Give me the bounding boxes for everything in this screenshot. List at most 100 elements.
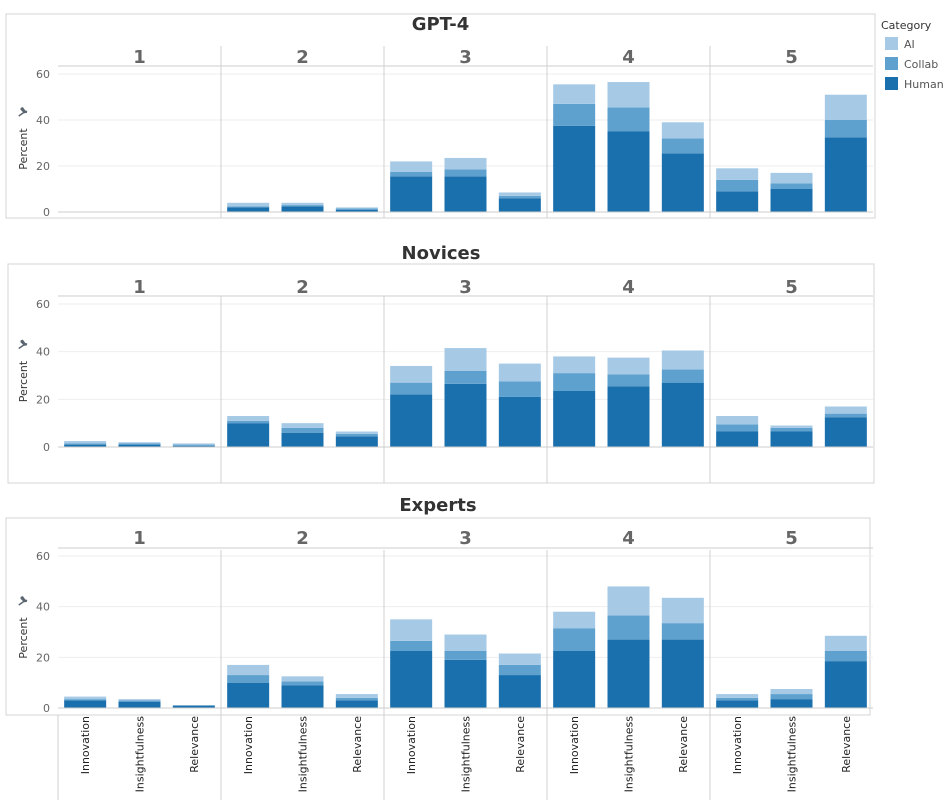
bar-human-insightfulness[interactable] [770, 189, 813, 212]
bar-collab-innovation[interactable] [227, 420, 270, 424]
bar-collab-insightfulness[interactable] [444, 169, 487, 177]
bar-collab-insightfulness[interactable] [770, 427, 813, 432]
bar-collab-relevance[interactable] [172, 444, 215, 446]
bar-human-relevance[interactable] [498, 198, 541, 212]
bar-human-relevance[interactable] [661, 153, 704, 212]
bar-human-relevance[interactable] [335, 436, 378, 447]
bar-ai-insightfulness[interactable] [607, 82, 650, 108]
pin-icon[interactable] [18, 596, 28, 607]
bar-collab-insightfulness[interactable] [607, 107, 650, 132]
bar-collab-relevance[interactable] [824, 120, 867, 138]
bar-collab-relevance[interactable] [498, 664, 541, 676]
bar-ai-insightfulness[interactable] [444, 634, 487, 651]
bar-collab-innovation[interactable] [227, 206, 270, 208]
bar-ai-insightfulness[interactable] [770, 425, 813, 428]
bar-human-insightfulness[interactable] [444, 383, 487, 447]
bar-human-innovation[interactable] [553, 651, 596, 708]
bar-ai-relevance[interactable] [824, 406, 867, 414]
bar-collab-insightfulness[interactable] [444, 651, 487, 660]
bar-collab-insightfulness[interactable] [770, 694, 813, 700]
bar-human-insightfulness[interactable] [607, 639, 650, 708]
bar-collab-insightfulness[interactable] [607, 615, 650, 640]
bar-ai-insightfulness[interactable] [607, 586, 650, 616]
bar-collab-relevance[interactable] [335, 208, 378, 210]
bar-ai-innovation[interactable] [553, 356, 596, 374]
bar-collab-relevance[interactable] [661, 138, 704, 154]
bar-collab-relevance[interactable] [498, 195, 541, 199]
bar-human-insightfulness[interactable] [607, 131, 650, 213]
pin-icon[interactable] [18, 339, 28, 350]
bar-collab-insightfulness[interactable] [607, 374, 650, 387]
bar-collab-innovation[interactable] [390, 640, 433, 651]
bar-ai-innovation[interactable] [716, 694, 759, 698]
bar-collab-relevance[interactable] [824, 651, 867, 662]
bar-human-innovation[interactable] [553, 390, 596, 447]
bar-human-innovation[interactable] [716, 700, 759, 708]
bar-ai-innovation[interactable] [227, 416, 270, 421]
bar-human-insightfulness[interactable] [770, 699, 813, 708]
bar-ai-insightfulness[interactable] [770, 689, 813, 695]
bar-collab-relevance[interactable] [335, 433, 378, 437]
bar-human-relevance[interactable] [824, 137, 867, 212]
bar-human-innovation[interactable] [64, 444, 107, 447]
bar-ai-insightfulness[interactable] [281, 202, 324, 206]
bar-collab-relevance[interactable] [498, 381, 541, 397]
bar-human-innovation[interactable] [64, 700, 107, 708]
bar-human-insightfulness[interactable] [770, 431, 813, 447]
bar-collab-relevance[interactable] [661, 369, 704, 383]
bar-human-innovation[interactable] [716, 191, 759, 212]
bar-ai-insightfulness[interactable] [770, 172, 813, 184]
bar-collab-innovation[interactable] [553, 373, 596, 391]
bar-human-innovation[interactable] [390, 651, 433, 708]
bar-ai-relevance[interactable] [661, 350, 704, 370]
bar-collab-insightfulness[interactable] [281, 427, 324, 433]
bar-human-insightfulness[interactable] [444, 659, 487, 708]
bar-ai-insightfulness[interactable] [281, 676, 324, 682]
bar-human-relevance[interactable] [661, 639, 704, 708]
bar-human-innovation[interactable] [716, 431, 759, 447]
bar-ai-insightfulness[interactable] [444, 348, 487, 371]
bar-human-relevance[interactable] [335, 209, 378, 212]
bar-human-relevance[interactable] [824, 417, 867, 447]
bar-human-relevance[interactable] [498, 675, 541, 708]
bar-human-insightfulness[interactable] [281, 206, 324, 212]
bar-collab-innovation[interactable] [716, 424, 759, 432]
bar-human-innovation[interactable] [390, 176, 433, 212]
bar-ai-innovation[interactable] [64, 696, 107, 700]
bar-ai-relevance[interactable] [498, 192, 541, 196]
bar-collab-innovation[interactable] [390, 382, 433, 395]
bar-ai-insightfulness[interactable] [118, 442, 161, 444]
bar-human-relevance[interactable] [824, 661, 867, 708]
bar-collab-innovation[interactable] [390, 171, 433, 177]
bar-human-relevance[interactable] [661, 382, 704, 447]
bar-collab-innovation[interactable] [716, 179, 759, 192]
bar-ai-relevance[interactable] [661, 597, 704, 624]
bar-human-innovation[interactable] [390, 394, 433, 447]
bar-collab-innovation[interactable] [227, 675, 270, 683]
bar-human-insightfulness[interactable] [281, 432, 324, 447]
bar-collab-insightfulness[interactable] [770, 183, 813, 189]
bar-ai-innovation[interactable] [716, 416, 759, 425]
bar-collab-insightfulness[interactable] [281, 205, 324, 207]
bar-human-innovation[interactable] [227, 682, 270, 708]
bar-ai-relevance[interactable] [824, 635, 867, 651]
bar-ai-insightfulness[interactable] [444, 157, 487, 170]
bar-collab-innovation[interactable] [64, 443, 107, 445]
bar-ai-innovation[interactable] [553, 611, 596, 629]
bar-ai-innovation[interactable] [64, 441, 107, 444]
bar-collab-innovation[interactable] [716, 697, 759, 701]
bar-collab-relevance[interactable] [824, 413, 867, 418]
bar-ai-innovation[interactable] [716, 168, 759, 180]
bar-ai-relevance[interactable] [498, 363, 541, 382]
bar-ai-insightfulness[interactable] [281, 423, 324, 428]
bar-human-innovation[interactable] [553, 125, 596, 212]
bar-collab-insightfulness[interactable] [118, 443, 161, 445]
bar-human-insightfulness[interactable] [607, 386, 650, 447]
bar-ai-relevance[interactable] [335, 207, 378, 209]
bar-ai-innovation[interactable] [553, 84, 596, 104]
bar-human-insightfulness[interactable] [281, 685, 324, 708]
bar-ai-innovation[interactable] [390, 619, 433, 641]
bar-collab-insightfulness[interactable] [281, 681, 324, 686]
bar-human-insightfulness[interactable] [118, 701, 161, 708]
bar-ai-innovation[interactable] [227, 664, 270, 676]
